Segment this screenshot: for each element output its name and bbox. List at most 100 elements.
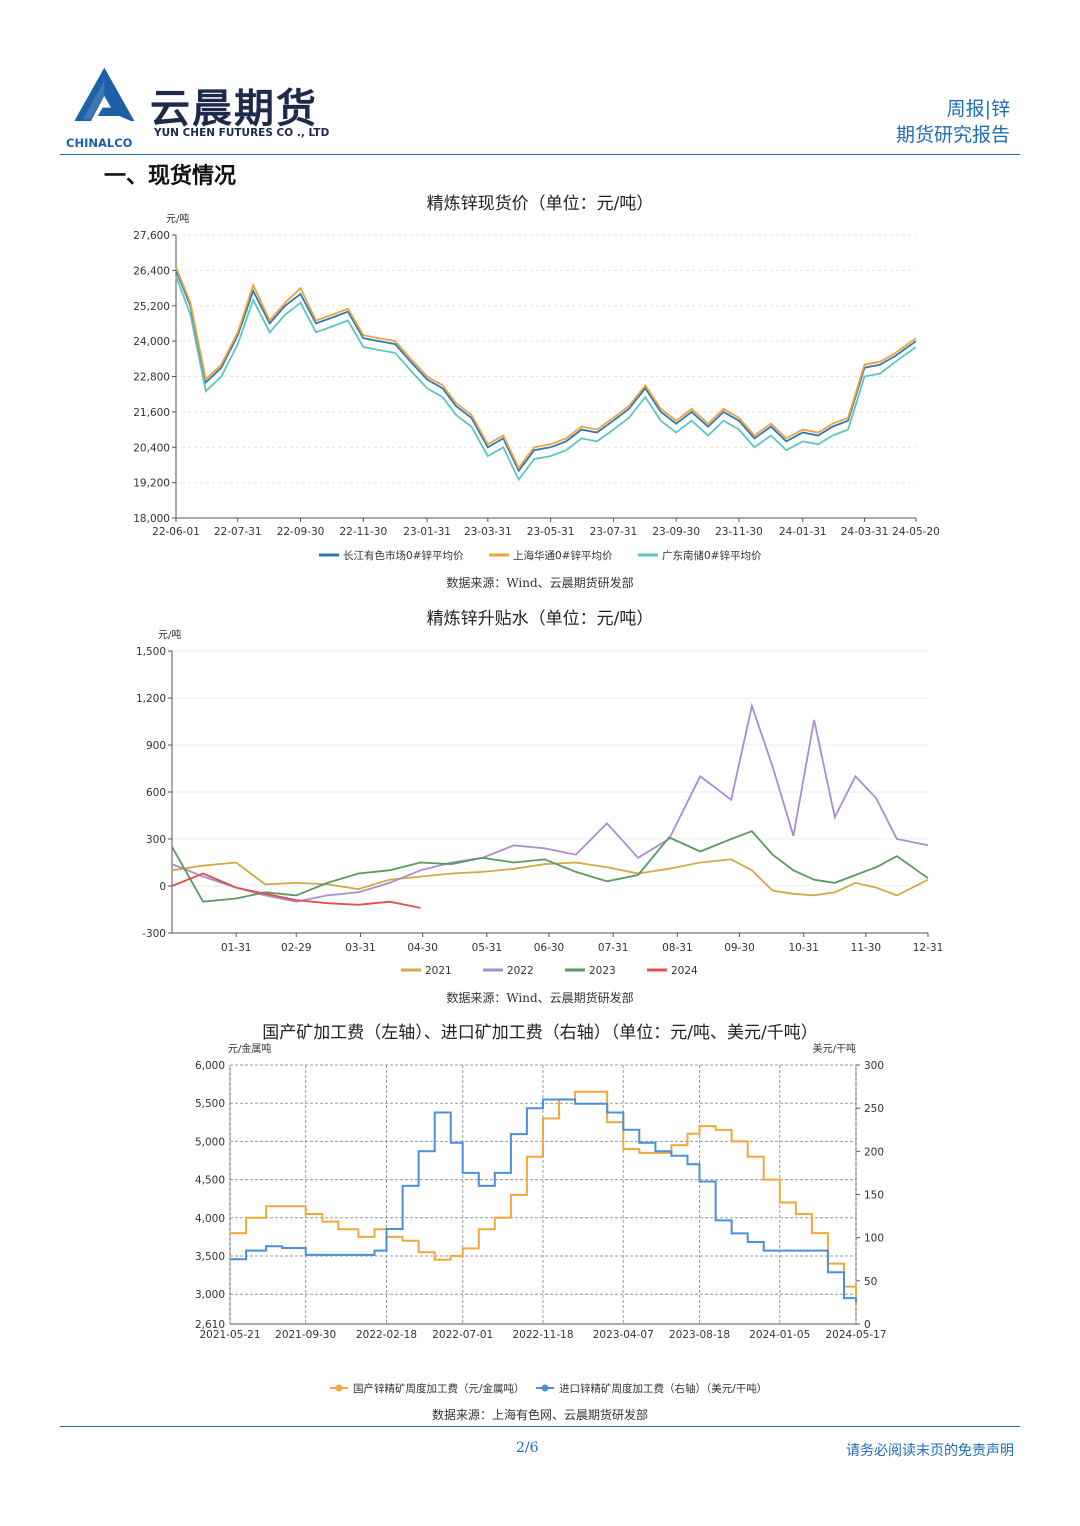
- x-tick-label: 22-06-01: [152, 526, 200, 538]
- legend-label: 2022: [507, 965, 534, 977]
- y-tick-label-right: 150: [864, 1190, 884, 1202]
- legend-label: 上海华通0#锌平均价: [513, 549, 613, 562]
- x-tick-label: 23-05-31: [527, 526, 575, 538]
- y-tick-label: 300: [146, 834, 166, 846]
- x-tick-label: 05-31: [472, 942, 503, 954]
- y-tick-label-left: 4,500: [195, 1175, 225, 1187]
- series-line: [171, 830, 929, 903]
- legend-label: 广东南储0#锌平均价: [662, 549, 762, 562]
- x-tick-label: 02-29: [281, 942, 312, 954]
- x-tick-label: 23-07-31: [590, 526, 638, 538]
- x-tick-label: 2023-08-18: [669, 1329, 730, 1341]
- x-tick-label: 24-01-31: [779, 526, 827, 538]
- x-tick-label: 2023-04-07: [593, 1329, 654, 1341]
- y-tick-label: 18,000: [133, 513, 170, 525]
- footer-rule: [60, 1426, 1020, 1427]
- series-line: [175, 270, 917, 473]
- y-tick-label-right: 50: [864, 1276, 877, 1288]
- y-tick-label: 26,400: [133, 265, 170, 277]
- x-tick-label: 2022-11-18: [512, 1329, 573, 1341]
- y-tick-label-left: 2,610: [195, 1319, 225, 1331]
- series-line: [175, 267, 917, 470]
- y-tick-label-right: 0: [864, 1319, 871, 1331]
- x-tick-label: 07-31: [598, 942, 629, 954]
- y-tick-label: 27,600: [133, 230, 170, 242]
- series-line: [171, 702, 929, 903]
- legend-label: 国产锌精矿周度加工费（元/金属吨）: [353, 1382, 525, 1395]
- y-tick-label-left: 3,500: [195, 1251, 225, 1263]
- y-axis-unit-left: 元/金属吨: [228, 1042, 271, 1055]
- report-type: 周报|锌: [946, 98, 1010, 120]
- x-tick-label: 10-31: [788, 942, 819, 954]
- series-line: [171, 872, 421, 909]
- x-tick-label: 22-07-31: [214, 526, 262, 538]
- x-tick-label: 06-30: [534, 942, 565, 954]
- x-tick-label: 08-31: [662, 942, 693, 954]
- chinalco-logo-icon: [74, 67, 135, 121]
- x-tick-label: 2022-02-18: [356, 1329, 417, 1341]
- y-axis-unit-right: 美元/干吨: [813, 1042, 856, 1055]
- series-line: [171, 858, 929, 897]
- disclaimer-note: 请务必阅读末页的免责声明: [846, 1443, 1014, 1459]
- zinc-premium-chart: 元/吨 -300 0 300 600 900 1,200 1,500 01-31 02-29 03-…: [136, 628, 943, 977]
- x-tick-label: 2021-05-21: [199, 1329, 260, 1341]
- y-tick-label-left: 4,000: [195, 1213, 225, 1225]
- y-tick-label: 24,000: [133, 336, 170, 348]
- y-tick-label: -300: [142, 928, 166, 940]
- legend-label: 2021: [425, 965, 452, 977]
- y-tick-label: 1,500: [136, 646, 166, 658]
- brand-name-cn: 云晨期货: [150, 86, 318, 132]
- y-tick-label-right: 250: [864, 1103, 884, 1115]
- x-tick-label: 23-11-30: [715, 526, 763, 538]
- y-tick-label-right: 100: [864, 1233, 884, 1245]
- x-tick-label: 2022-07-01: [432, 1329, 493, 1341]
- chart3-title: 国产矿加工费（左轴）、进口矿加工费（右轴）（单位：元/吨、美元/千吨）: [262, 1023, 818, 1043]
- x-tick-label: 2021-09-30: [275, 1329, 336, 1341]
- x-tick-label: 22-11-30: [339, 526, 387, 538]
- x-tick-label: 01-31: [221, 942, 252, 954]
- y-tick-label: 21,600: [133, 407, 170, 419]
- legend-label: 进口锌精矿周度加工费（右轴）（美元/干吨）: [559, 1382, 767, 1395]
- chart3-source: 数据来源：上海有色网、云晨期货研发部: [431, 1408, 648, 1422]
- y-tick-label-right: 200: [864, 1146, 884, 1158]
- x-tick-label: 23-01-31: [403, 526, 451, 538]
- legend-label: 长江有色市场0#锌平均价: [343, 549, 464, 562]
- chart1-source: 数据来源：Wind、云晨期货研发部: [446, 576, 634, 590]
- y-tick-label-left: 3,000: [195, 1289, 225, 1301]
- brand-name-en: YUN CHEN FUTURES CO ., LTD: [154, 127, 330, 139]
- legend-label: 2023: [589, 965, 616, 977]
- x-tick-label: 23-03-31: [464, 526, 512, 538]
- x-tick-label: 03-31: [345, 942, 376, 954]
- y-tick-label: 22,800: [133, 372, 170, 384]
- x-tick-label: 24-03-31: [841, 526, 889, 538]
- x-tick-label: 23-09-30: [652, 526, 700, 538]
- y-axis-unit: 元/吨: [166, 212, 189, 225]
- x-tick-label: 09-30: [724, 942, 755, 954]
- y-tick-label: 19,200: [133, 478, 170, 490]
- legend-marker: [335, 1384, 343, 1392]
- y-tick-label: 25,200: [133, 301, 170, 313]
- chart2-source: 数据来源：Wind、云晨期货研发部: [446, 991, 634, 1005]
- x-tick-label: 2024-05-17: [825, 1329, 886, 1341]
- x-tick-label: 22-09-30: [277, 526, 325, 538]
- y-tick-label-right: 300: [864, 1060, 884, 1072]
- header-rule: [60, 154, 1020, 155]
- y-tick-label: 900: [146, 740, 166, 752]
- zinc-spot-price-chart: 元/吨 18,000 19,200 20,400 21,600 22,800 24,000 2…: [133, 212, 940, 562]
- y-tick-label: 600: [146, 787, 166, 799]
- legend-marker: [541, 1384, 549, 1392]
- series-line: [175, 275, 917, 482]
- processing-fee-chart: 元/金属吨 美元/干吨 2,610 3,000 3,500 4,000 4,500 5,000…: [195, 1042, 887, 1395]
- page-number: 2/6: [516, 1440, 539, 1456]
- brand-parent: CHINALCO: [66, 136, 133, 150]
- y-tick-label-left: 5,500: [195, 1098, 225, 1110]
- x-tick-label: 2024-01-05: [749, 1329, 810, 1341]
- x-tick-label: 11-30: [851, 942, 882, 954]
- y-tick-label-left: 5,000: [195, 1136, 225, 1148]
- y-tick-label: 0: [159, 881, 166, 893]
- legend-label: 2024: [671, 965, 698, 977]
- x-tick-label: 04-30: [407, 942, 438, 954]
- y-tick-label: 1,200: [136, 693, 166, 705]
- y-axis-unit: 元/吨: [158, 628, 181, 641]
- series-line: [230, 1098, 857, 1303]
